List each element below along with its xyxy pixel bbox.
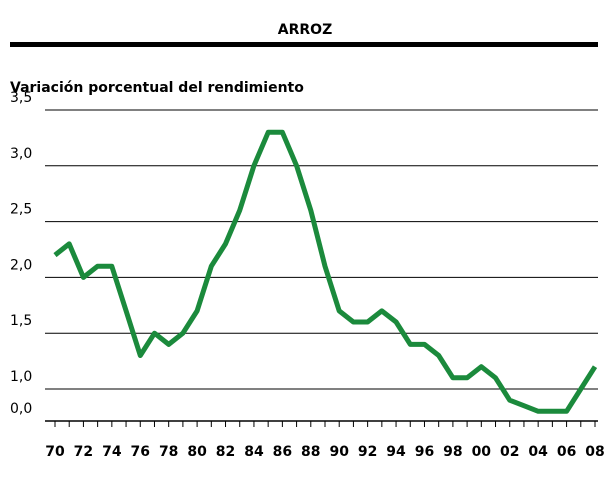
x-tick-label: 92 [358,444,377,460]
data-line [53,129,598,414]
y-tick-label: 1,5 [10,313,32,329]
y-tick-label: 3,0 [10,146,32,162]
y-tick-label: 1,0 [10,369,32,385]
x-tick-label: 90 [329,444,349,460]
y-tick-label: 0,0 [10,401,32,417]
x-tick-label: 84 [244,444,264,460]
y-tick-label: 2,5 [10,202,32,218]
x-tick-label: 74 [102,444,122,460]
x-tick-label: 82 [216,444,235,460]
x-tick-label: 98 [443,444,462,460]
x-tick-label: 88 [301,444,320,460]
x-tick-label: 76 [131,444,150,460]
x-tick-label: 08 [585,444,604,460]
x-tick-label: 78 [159,444,178,460]
x-tick-label: 72 [74,444,93,460]
chart-title: ARROZ [278,22,332,38]
x-tick-label: 80 [187,444,207,460]
title-rule [10,42,598,47]
x-tick-label: 00 [472,444,492,460]
x-tick-label: 70 [45,444,65,460]
x-tick-label: 96 [415,444,434,460]
x-tick-label: 94 [386,444,406,460]
x-tick-label: 04 [528,444,548,460]
chart-subtitle: Variación porcentual del rendimiento [10,80,304,96]
y-tick-label: 2,0 [10,257,32,273]
x-tick-label: 02 [500,444,519,460]
x-tick-label: 06 [557,444,576,460]
x-tick-label: 86 [273,444,292,460]
y-tick-label: 3,5 [10,90,32,106]
